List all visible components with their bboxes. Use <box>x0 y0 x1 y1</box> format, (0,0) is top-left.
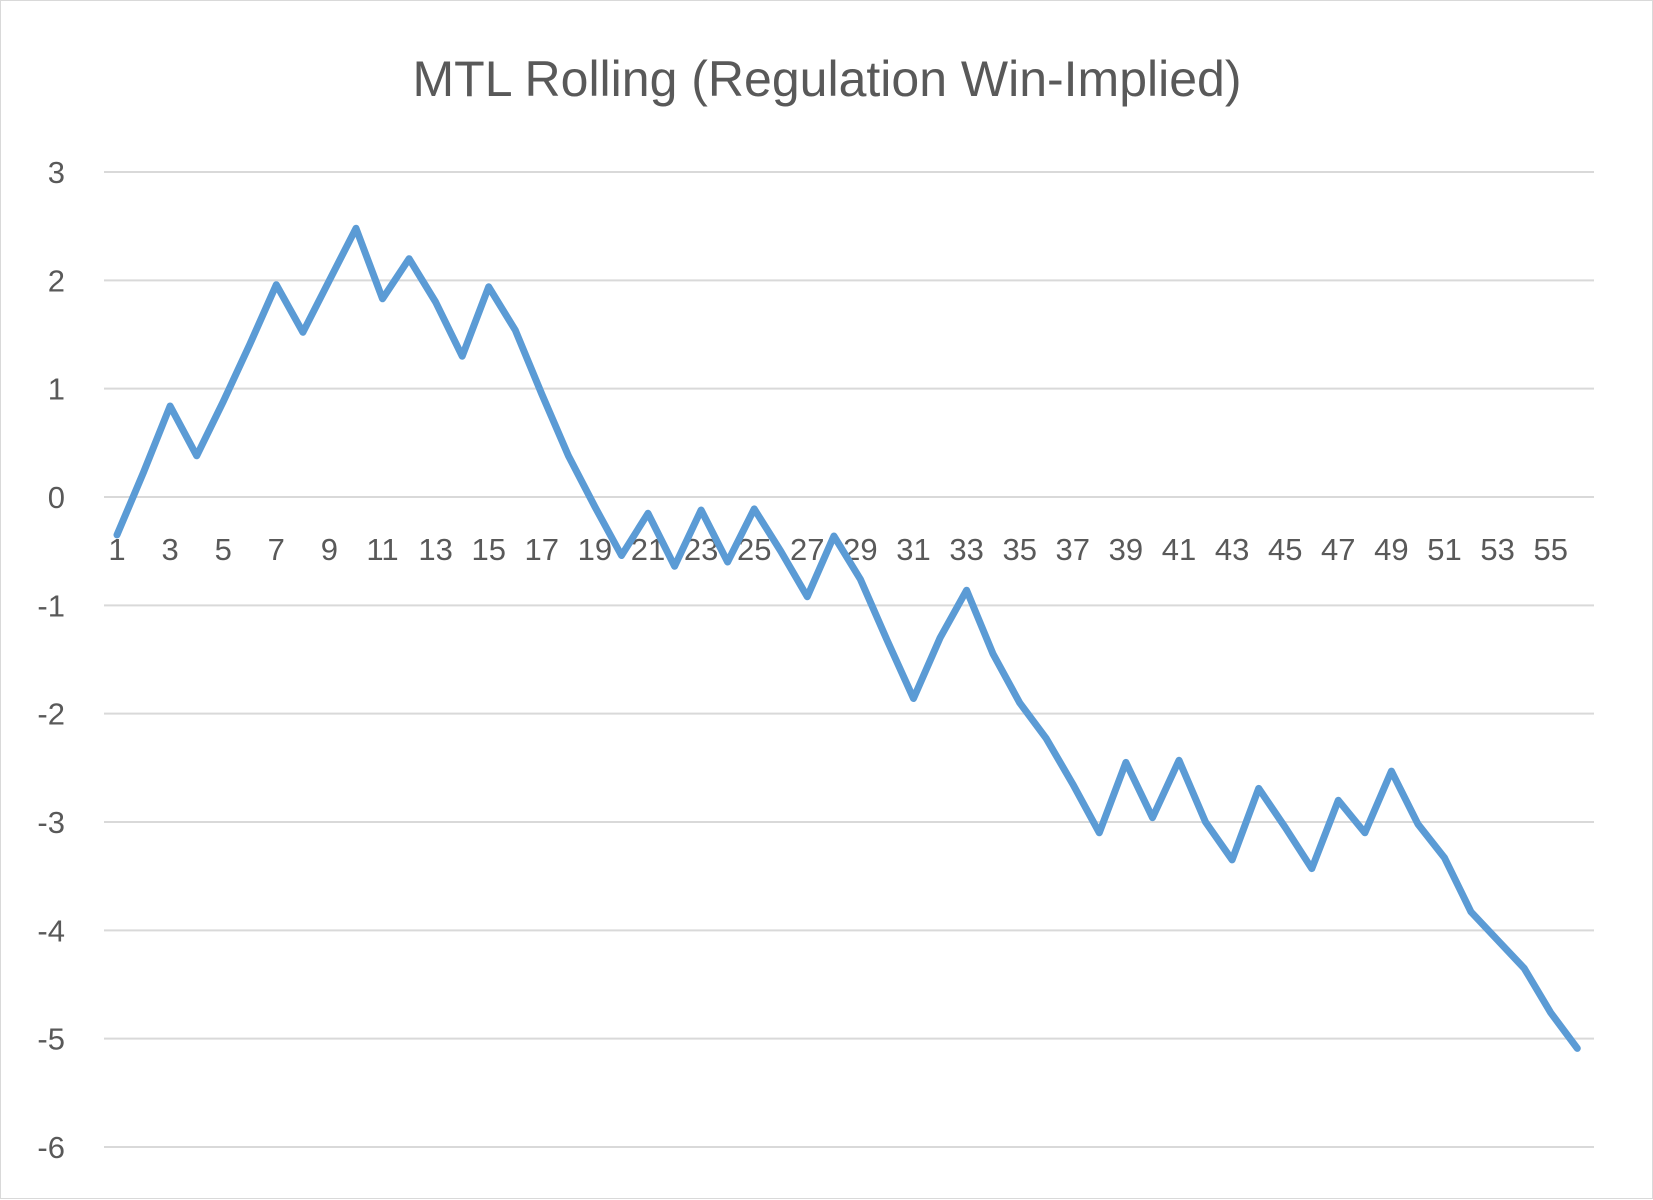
x-tick-label: 55 <box>1533 532 1567 567</box>
y-tick-label: -1 <box>37 588 65 623</box>
series-line <box>113 224 1581 1052</box>
y-tick-label: -4 <box>37 913 65 948</box>
x-tick-label: 1 <box>108 532 125 567</box>
x-tick-label: 9 <box>321 532 338 567</box>
y-tick-label: -2 <box>37 697 65 732</box>
x-tick-label: 31 <box>896 532 930 567</box>
x-tick-label: 35 <box>1002 532 1036 567</box>
y-tick-label: -6 <box>37 1130 65 1165</box>
y-tick-label: 1 <box>48 372 65 407</box>
y-tick-label: -3 <box>37 805 65 840</box>
x-tick-label: 3 <box>161 532 178 567</box>
x-tick-label: 33 <box>949 532 983 567</box>
y-axis-tick-labels: 3 2 1 0 -1 -2 -3 -4 -5 -6 <box>37 155 65 1165</box>
x-tick-label: 37 <box>1056 532 1090 567</box>
x-tick-label: 39 <box>1109 532 1143 567</box>
series-layer <box>113 224 1581 1052</box>
x-axis-tick-labels: 1 3 5 7 9 11 13 15 17 19 21 23 25 27 29 31 33 35 37 39 41 43 4… <box>108 532 1568 567</box>
x-tick-label: 49 <box>1374 532 1408 567</box>
y-tick-label: -5 <box>37 1022 65 1057</box>
x-tick-label: 13 <box>418 532 452 567</box>
x-tick-label: 43 <box>1215 532 1249 567</box>
x-tick-label: 19 <box>578 532 612 567</box>
x-tick-label: 51 <box>1427 532 1461 567</box>
x-tick-label: 47 <box>1321 532 1355 567</box>
x-tick-label: 7 <box>268 532 285 567</box>
x-tick-label: 17 <box>525 532 559 567</box>
x-tick-label: 5 <box>215 532 232 567</box>
chart-title: MTL Rolling (Regulation Win-Implied) <box>413 51 1242 107</box>
y-tick-label: 3 <box>48 155 65 190</box>
y-tick-label: 2 <box>48 263 65 298</box>
x-tick-label: 53 <box>1480 532 1514 567</box>
x-tick-label: 45 <box>1268 532 1302 567</box>
x-tick-label: 27 <box>790 532 824 567</box>
gridlines <box>104 171 1594 1148</box>
x-tick-label: 41 <box>1162 532 1196 567</box>
y-tick-label: 0 <box>48 480 65 515</box>
x-tick-label: 11 <box>366 532 398 567</box>
x-tick-label: 15 <box>471 532 505 567</box>
